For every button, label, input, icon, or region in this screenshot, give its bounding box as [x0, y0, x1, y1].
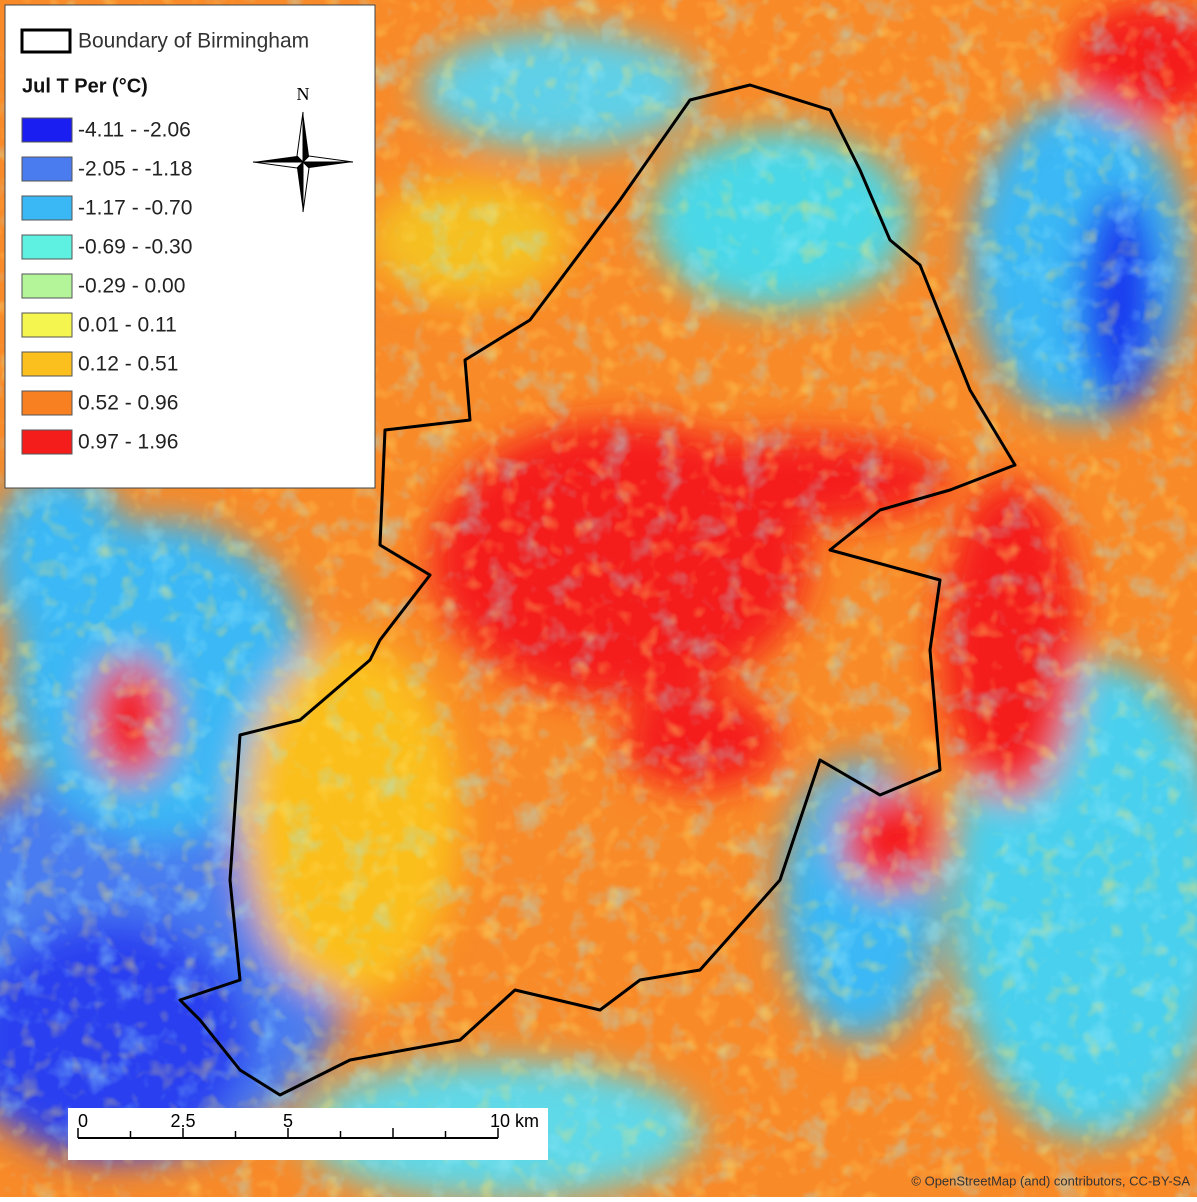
legend-swatch — [21, 234, 73, 260]
legend-label: 0.52 - 0.96 — [78, 392, 178, 415]
legend-label: 0.12 - 0.51 — [78, 353, 178, 376]
north-label: N — [297, 84, 310, 104]
legend-swatch — [21, 429, 73, 455]
boundary-label: Boundary of Birmingham — [78, 30, 309, 53]
scale-label: 5 — [283, 1111, 293, 1131]
attribution: © OpenStreetMap (and) contributors, CC-B… — [911, 1173, 1190, 1188]
legend-label: 0.97 - 1.96 — [78, 431, 178, 454]
legend-label: -0.29 - 0.00 — [78, 275, 185, 298]
scale-label: 0 — [78, 1111, 88, 1131]
north-arrow: N — [252, 84, 354, 213]
legend-label: -0.69 - -0.30 — [78, 236, 192, 259]
legend-label: -2.05 - -1.18 — [78, 158, 192, 181]
legend-swatch — [21, 351, 73, 377]
legend-swatch — [21, 156, 73, 182]
legend: Boundary of Birmingham Jul T Per (°C) N … — [4, 4, 376, 489]
legend-title: Jul T Per (°C) — [22, 75, 148, 97]
legend-label: -4.11 - -2.06 — [78, 119, 191, 142]
legend-swatch — [21, 273, 73, 299]
legend-label: -1.17 - -0.70 — [78, 197, 192, 220]
legend-swatch — [21, 390, 73, 416]
scale-bar: 0 2.5 5 10 km — [68, 1108, 548, 1160]
city-boundary — [178, 83, 1017, 1097]
legend-label: 0.01 - 0.11 — [78, 314, 177, 337]
legend-swatch — [21, 117, 73, 143]
scale-label: 10 km — [490, 1111, 539, 1131]
legend-swatch — [21, 312, 73, 338]
legend-swatch — [21, 195, 73, 221]
scale-bar-background — [68, 1108, 548, 1160]
boundary-swatch — [20, 28, 72, 54]
scale-label: 2.5 — [170, 1111, 195, 1131]
